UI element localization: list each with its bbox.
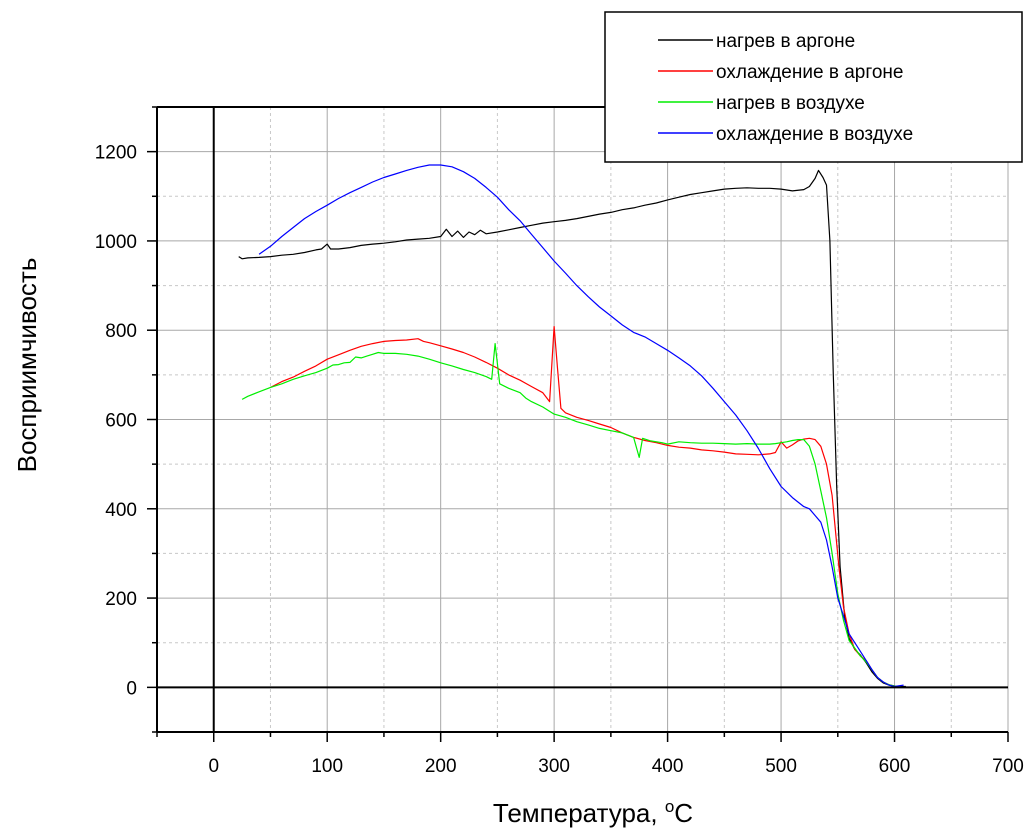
y-tick-label: 400	[105, 500, 137, 521]
legend-label-1: нагрев в аргоне	[716, 31, 855, 52]
y-tick-label: 600	[105, 411, 137, 432]
y-tick-label: 0	[126, 678, 137, 699]
y-axis-title: Восприимчивость	[12, 258, 42, 473]
x-tick-label: 300	[538, 756, 570, 777]
y-tick-label: 200	[105, 589, 137, 610]
grid	[156, 106, 1009, 733]
legend-label-4: охлаждение в воздухе	[716, 124, 913, 145]
x-tick-label: 200	[425, 756, 457, 777]
y-tick-labels: 0 200 400 600 800 1000 1200	[95, 143, 137, 700]
series-line-4	[258, 164, 904, 688]
x-tick-label: 600	[879, 756, 911, 777]
x-tick-label: 500	[765, 756, 797, 777]
legend-label-3: нагрев в воздухе	[716, 93, 865, 114]
x-tick-label: 400	[652, 756, 684, 777]
y-tick-label: 1200	[95, 143, 137, 164]
y-tick-label: 800	[105, 321, 137, 342]
legend: нагрев в аргоне охлаждение в аргоне нагрев…	[604, 11, 1023, 163]
axes	[147, 106, 1009, 742]
y-tick-label: 1000	[95, 232, 137, 253]
x-axis-title: Температура, oC	[493, 797, 693, 828]
legend-label-2: охлаждение в аргоне	[716, 62, 903, 83]
series-line-3	[241, 343, 901, 688]
x-tick-label: 0	[208, 756, 219, 777]
series-line-2	[270, 326, 901, 688]
x-tick-label: 100	[311, 756, 343, 777]
series-lines	[238, 164, 906, 688]
legend-box	[604, 11, 1023, 163]
x-tick-labels: 0 100 200 300 400 500 600 700	[208, 756, 1023, 777]
x-tick-label: 700	[992, 756, 1024, 777]
series-line-1	[238, 169, 906, 688]
